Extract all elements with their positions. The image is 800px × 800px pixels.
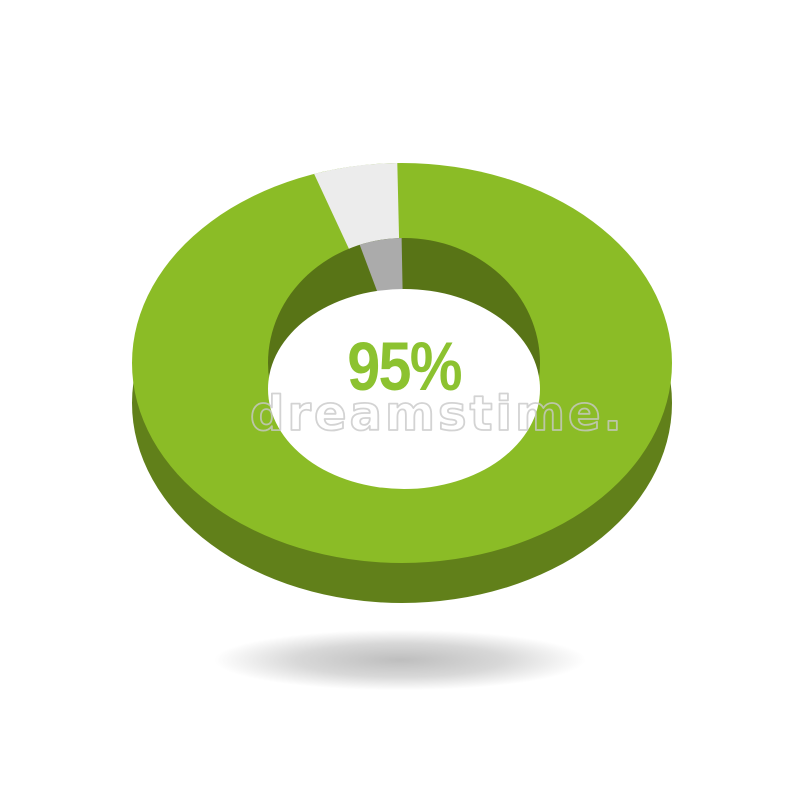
watermark-text: dreamstime.	[250, 386, 625, 442]
drop-shadow	[142, 618, 658, 702]
percentage-label: 95%	[347, 328, 461, 405]
donut-hole	[268, 289, 540, 489]
percentage-label-group: 95%	[347, 328, 463, 405]
